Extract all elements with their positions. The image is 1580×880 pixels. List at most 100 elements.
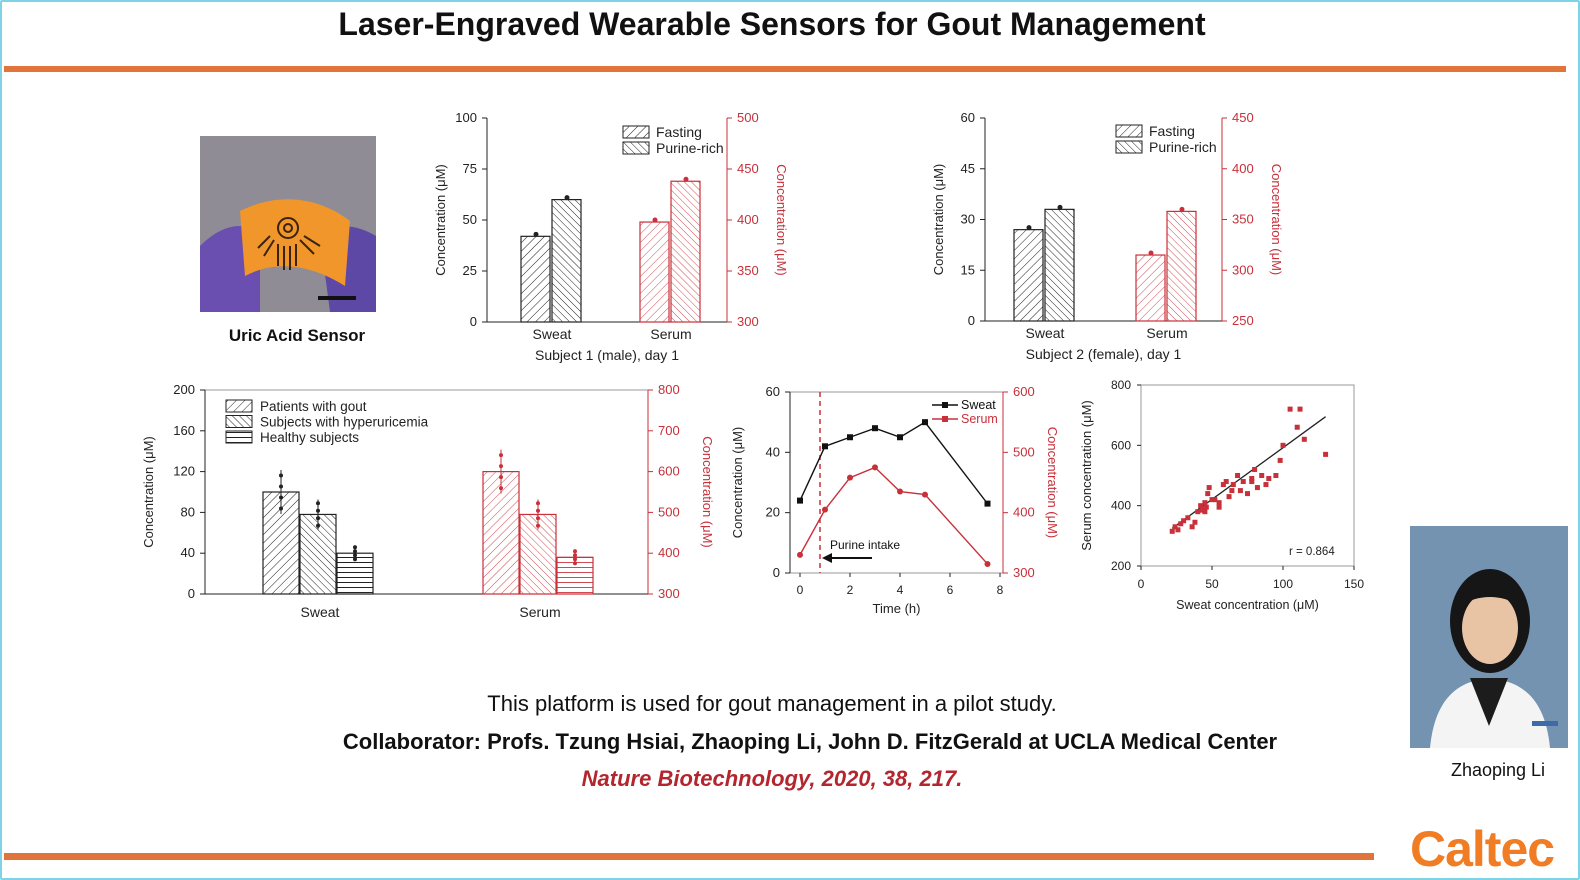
p3-right-axis-tick-label: 400 <box>658 545 680 560</box>
p3-data-point <box>536 516 540 521</box>
p3-data-point <box>499 486 503 491</box>
p4-left-axis-tick-label: 20 <box>766 505 780 520</box>
p5-data-point <box>1195 509 1201 515</box>
p3-data-point <box>279 506 283 511</box>
p4-x-tick-label: 8 <box>997 583 1004 597</box>
p1-legend-swatch <box>622 141 650 155</box>
p4-x-tick-label: 6 <box>947 583 954 597</box>
p4-sweat-point <box>847 434 853 441</box>
p2-right-axis-tick-label: 450 <box>1232 110 1254 125</box>
p5-data-point <box>1202 509 1208 515</box>
p1-category-label: Sweat <box>533 326 572 342</box>
p4-intake-label: Purine intake <box>830 538 900 552</box>
p5-data-point <box>1273 473 1279 478</box>
p5-data-point <box>1287 406 1293 412</box>
p2-right-axis-tick-label: 250 <box>1232 313 1254 328</box>
p1-right-axis-tick-label: 350 <box>737 263 759 278</box>
p3-legend-swatch <box>225 415 253 428</box>
p3-left-axis-tick-label: 160 <box>173 423 195 438</box>
p1-left-axis-tick-label: 0 <box>470 314 477 329</box>
p5-data-point <box>1237 488 1243 494</box>
p1-bar-point-1-0 <box>652 217 658 223</box>
p5-data-point <box>1277 457 1283 463</box>
p3-data-point <box>353 545 357 550</box>
p5-data-point <box>1198 503 1204 509</box>
p3-category-label: Serum <box>519 604 560 620</box>
p5-data-point <box>1254 485 1260 491</box>
p3-legend-label: Patients with gout <box>260 399 367 414</box>
p4-serum-point <box>797 551 803 558</box>
p5-data-point <box>1189 524 1195 530</box>
p5-r-annotation: r = 0.864 <box>1289 546 1335 558</box>
speaker-avatar <box>1410 526 1568 748</box>
p2-left-axis-tick-label: 45 <box>961 161 975 176</box>
p2-legend-label: Purine-rich <box>1149 139 1217 155</box>
p4-serum-point <box>897 488 903 495</box>
p2-y-label: Concentration (μM) <box>931 164 946 276</box>
p3-legend-label: Healthy subjects <box>260 430 359 445</box>
p2-legend-swatch <box>1115 140 1143 154</box>
p3-data-point <box>536 523 540 528</box>
uric-acid-sensor-photo <box>200 136 376 312</box>
p1-bar-1-1 <box>670 180 701 323</box>
p4-left-axis-tick-label: 40 <box>766 444 780 459</box>
p3-legend-swatch <box>225 399 253 413</box>
p3-data-point <box>353 549 357 554</box>
p4-series-line-0 <box>799 421 989 505</box>
bottom-accent-rule <box>4 853 1374 860</box>
p4-y-label: Concentration (μM) <box>730 427 745 539</box>
p5-data-point <box>1185 515 1191 521</box>
p5-y-tick-label: 800 <box>1111 378 1131 392</box>
p1-left-axis-tick-label: 25 <box>463 263 477 278</box>
p5-data-point <box>1249 479 1255 485</box>
p2-bar-point-0-1 <box>1057 204 1063 210</box>
p2-right-axis-tick-label: 300 <box>1232 262 1254 277</box>
p2-x-label: Subject 2 (female), day 1 <box>1026 346 1182 362</box>
p4-sweat-point <box>822 443 828 450</box>
p5-data-point <box>1294 424 1300 430</box>
p4-y2-label: Concentration (μM) <box>1045 427 1060 539</box>
p4-left-axis-tick-label: 60 <box>766 384 780 399</box>
p5-data-point <box>1202 500 1208 506</box>
p5-data-point <box>1200 506 1206 512</box>
p3-data-point <box>316 508 320 513</box>
p3-left-axis-tick-label: 120 <box>173 464 195 479</box>
p5-data-point <box>1252 466 1258 472</box>
p5-data-point <box>1216 504 1222 510</box>
p5-data-point <box>1223 479 1229 485</box>
sensor-label: Uric Acid Sensor <box>228 326 366 345</box>
p2-bar-0-0 <box>1013 229 1044 322</box>
p5-data-point <box>1280 442 1286 448</box>
p3-left-axis-tick-label: 200 <box>173 382 195 397</box>
p2-legend-swatch <box>1115 124 1143 138</box>
p1-right-axis-tick-label: 300 <box>737 314 759 329</box>
p3-legend-label: Subjects with hyperuricemia <box>260 415 429 430</box>
p5-data-point <box>1240 479 1246 485</box>
p1-bar-point-1-1 <box>683 176 689 182</box>
slide-title: Laser-Engraved Wearable Sensors for Gout… <box>338 6 1206 42</box>
p2-left-axis-tick-label: 15 <box>961 262 975 277</box>
p2-bar-0-1 <box>1044 208 1075 322</box>
p3-right-axis-tick-label: 300 <box>658 586 680 601</box>
p5-frame <box>1140 384 1355 567</box>
p3-data-point <box>573 561 577 566</box>
p5-data-point <box>1235 473 1241 478</box>
p4-legend-label: Sweat <box>961 398 996 412</box>
p3-data-point <box>573 549 577 554</box>
p4-serum-point <box>847 474 853 481</box>
p3-left-axis-tick-label: 80 <box>181 504 195 519</box>
p4-legend-marker <box>942 416 948 422</box>
collaborator-line: Collaborator: Profs. Tzung Hsiai, Zhaopi… <box>342 729 1278 754</box>
p1-right-axis-tick-label: 400 <box>737 212 759 227</box>
speaker-video <box>1410 526 1568 748</box>
p3-data-point <box>316 523 320 528</box>
p2-right-axis-tick-label: 350 <box>1232 212 1254 227</box>
p4-sweat-point <box>922 419 928 426</box>
p2-left-axis-tick-label: 0 <box>968 313 975 328</box>
p2-left-axis-tick-label: 60 <box>961 110 975 125</box>
p4-x-tick-label: 4 <box>897 583 904 597</box>
p4-sweat-point <box>872 425 878 432</box>
p5-data-point <box>1245 491 1250 497</box>
